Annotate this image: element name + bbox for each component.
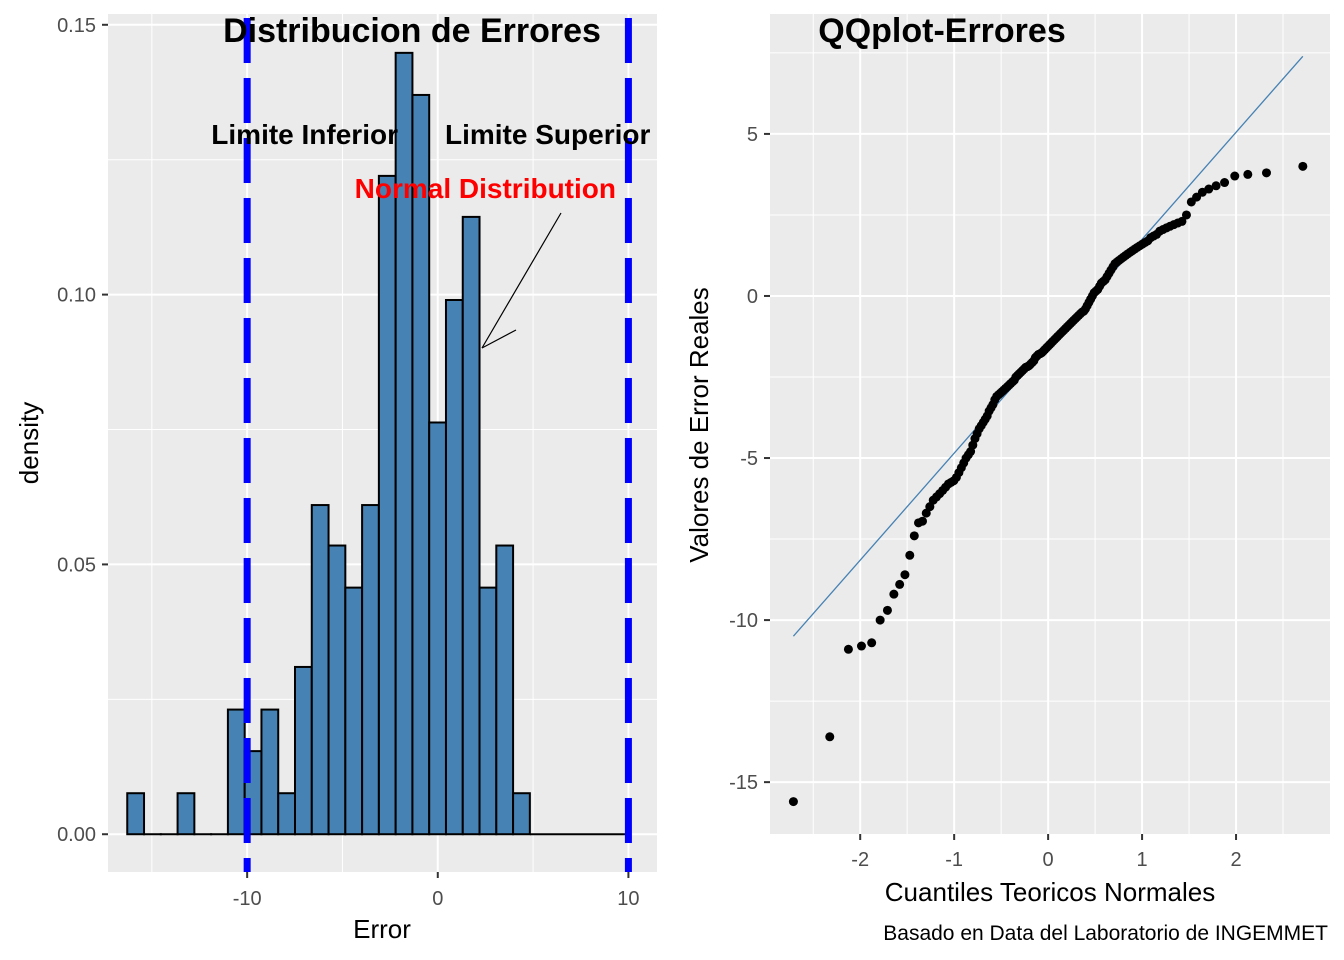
histogram-bar [495,544,515,836]
histogram-bar [444,299,464,836]
y-tick-label: 0 [747,286,758,308]
histogram-y-axis-label: density [14,402,44,484]
y-tick-label: -10 [729,610,758,632]
histogram-bar [294,665,313,836]
qq-point [889,589,899,599]
histogram-bar [361,504,380,836]
qq-point [1211,181,1221,191]
histogram-bar [411,93,431,836]
histogram-bar [327,544,347,836]
qqplot-y-axis-label: Valores de Error Reales [684,287,714,563]
histogram-bar [512,792,531,836]
histogram-bar [344,586,364,836]
histogram-bar [260,708,280,836]
y-tick-label: -15 [729,772,758,794]
qq-point [1181,210,1191,220]
histogram-bar [461,215,481,836]
y-tick-label: 0.05 [57,554,96,576]
upper-limit-label: Limite Superior [445,119,650,150]
histogram-title: Distribucion de Errores [223,12,601,50]
histogram-bar [277,792,297,836]
qq-point [788,797,798,807]
normal-distribution-label: Normal Distribution [355,173,616,204]
x-tick-label: 0 [1043,849,1054,871]
qq-point [1204,184,1214,194]
annotation-arrow [481,212,562,349]
y-tick-label: 0.15 [57,15,96,37]
histogram-bar [478,586,498,836]
qqplot-panel: QQplot-Errores -2 -1 0 1 250-5-10-15 Cuantil… [684,12,1330,945]
qq-point [856,641,866,651]
qqplot-title: QQplot-Errores [818,12,1065,50]
x-tick-label: 1 [1137,849,1148,871]
x-tick-label: -10 [233,888,262,910]
qq-point [867,638,877,648]
right-panel-background [770,14,1330,834]
qq-point [900,570,910,580]
qqplot-x-axis-label: Cuantiles Teoricos Normales [885,877,1215,907]
qq-point [905,550,915,560]
histogram-panel: Distribucion de Errores Limite Inferior … [14,12,725,944]
x-tick-label: 10 [617,888,639,910]
x-tick-label: 2 [1230,849,1241,871]
y-tick-label: 0.00 [57,824,96,846]
qq-point [1220,178,1230,188]
qq-point [917,516,927,526]
histogram-bar [394,51,414,836]
y-tick-label: 5 [747,124,758,146]
histogram-bar [176,792,196,836]
y-tick-label: 0.10 [57,285,96,307]
histogram-bar [310,504,330,836]
qq-point [895,579,905,589]
qq-point [882,605,892,615]
x-tick-label: 0 [432,888,443,910]
y-tick-label: -5 [740,448,758,470]
qq-point [1243,169,1253,179]
caption: Basado en Data del Laboratorio de INGEMM… [883,922,1328,945]
qq-point [1261,168,1271,178]
qq-point [1230,171,1240,181]
x-tick-label: -1 [945,849,963,871]
histogram-bar [377,174,397,836]
histogram-bar [126,792,146,836]
qq-point [1177,216,1187,226]
qq-point [909,531,919,541]
qq-point [843,644,853,654]
qq-point [825,732,835,742]
x-tick-label: -2 [851,849,869,871]
lower-limit-label: Limite Inferior [211,119,398,150]
qq-point [875,615,885,625]
histogram-x-axis-label: Error [353,914,411,944]
qq-point [1298,161,1308,171]
histogram-bar [428,421,447,836]
histogram-bar [226,708,246,836]
